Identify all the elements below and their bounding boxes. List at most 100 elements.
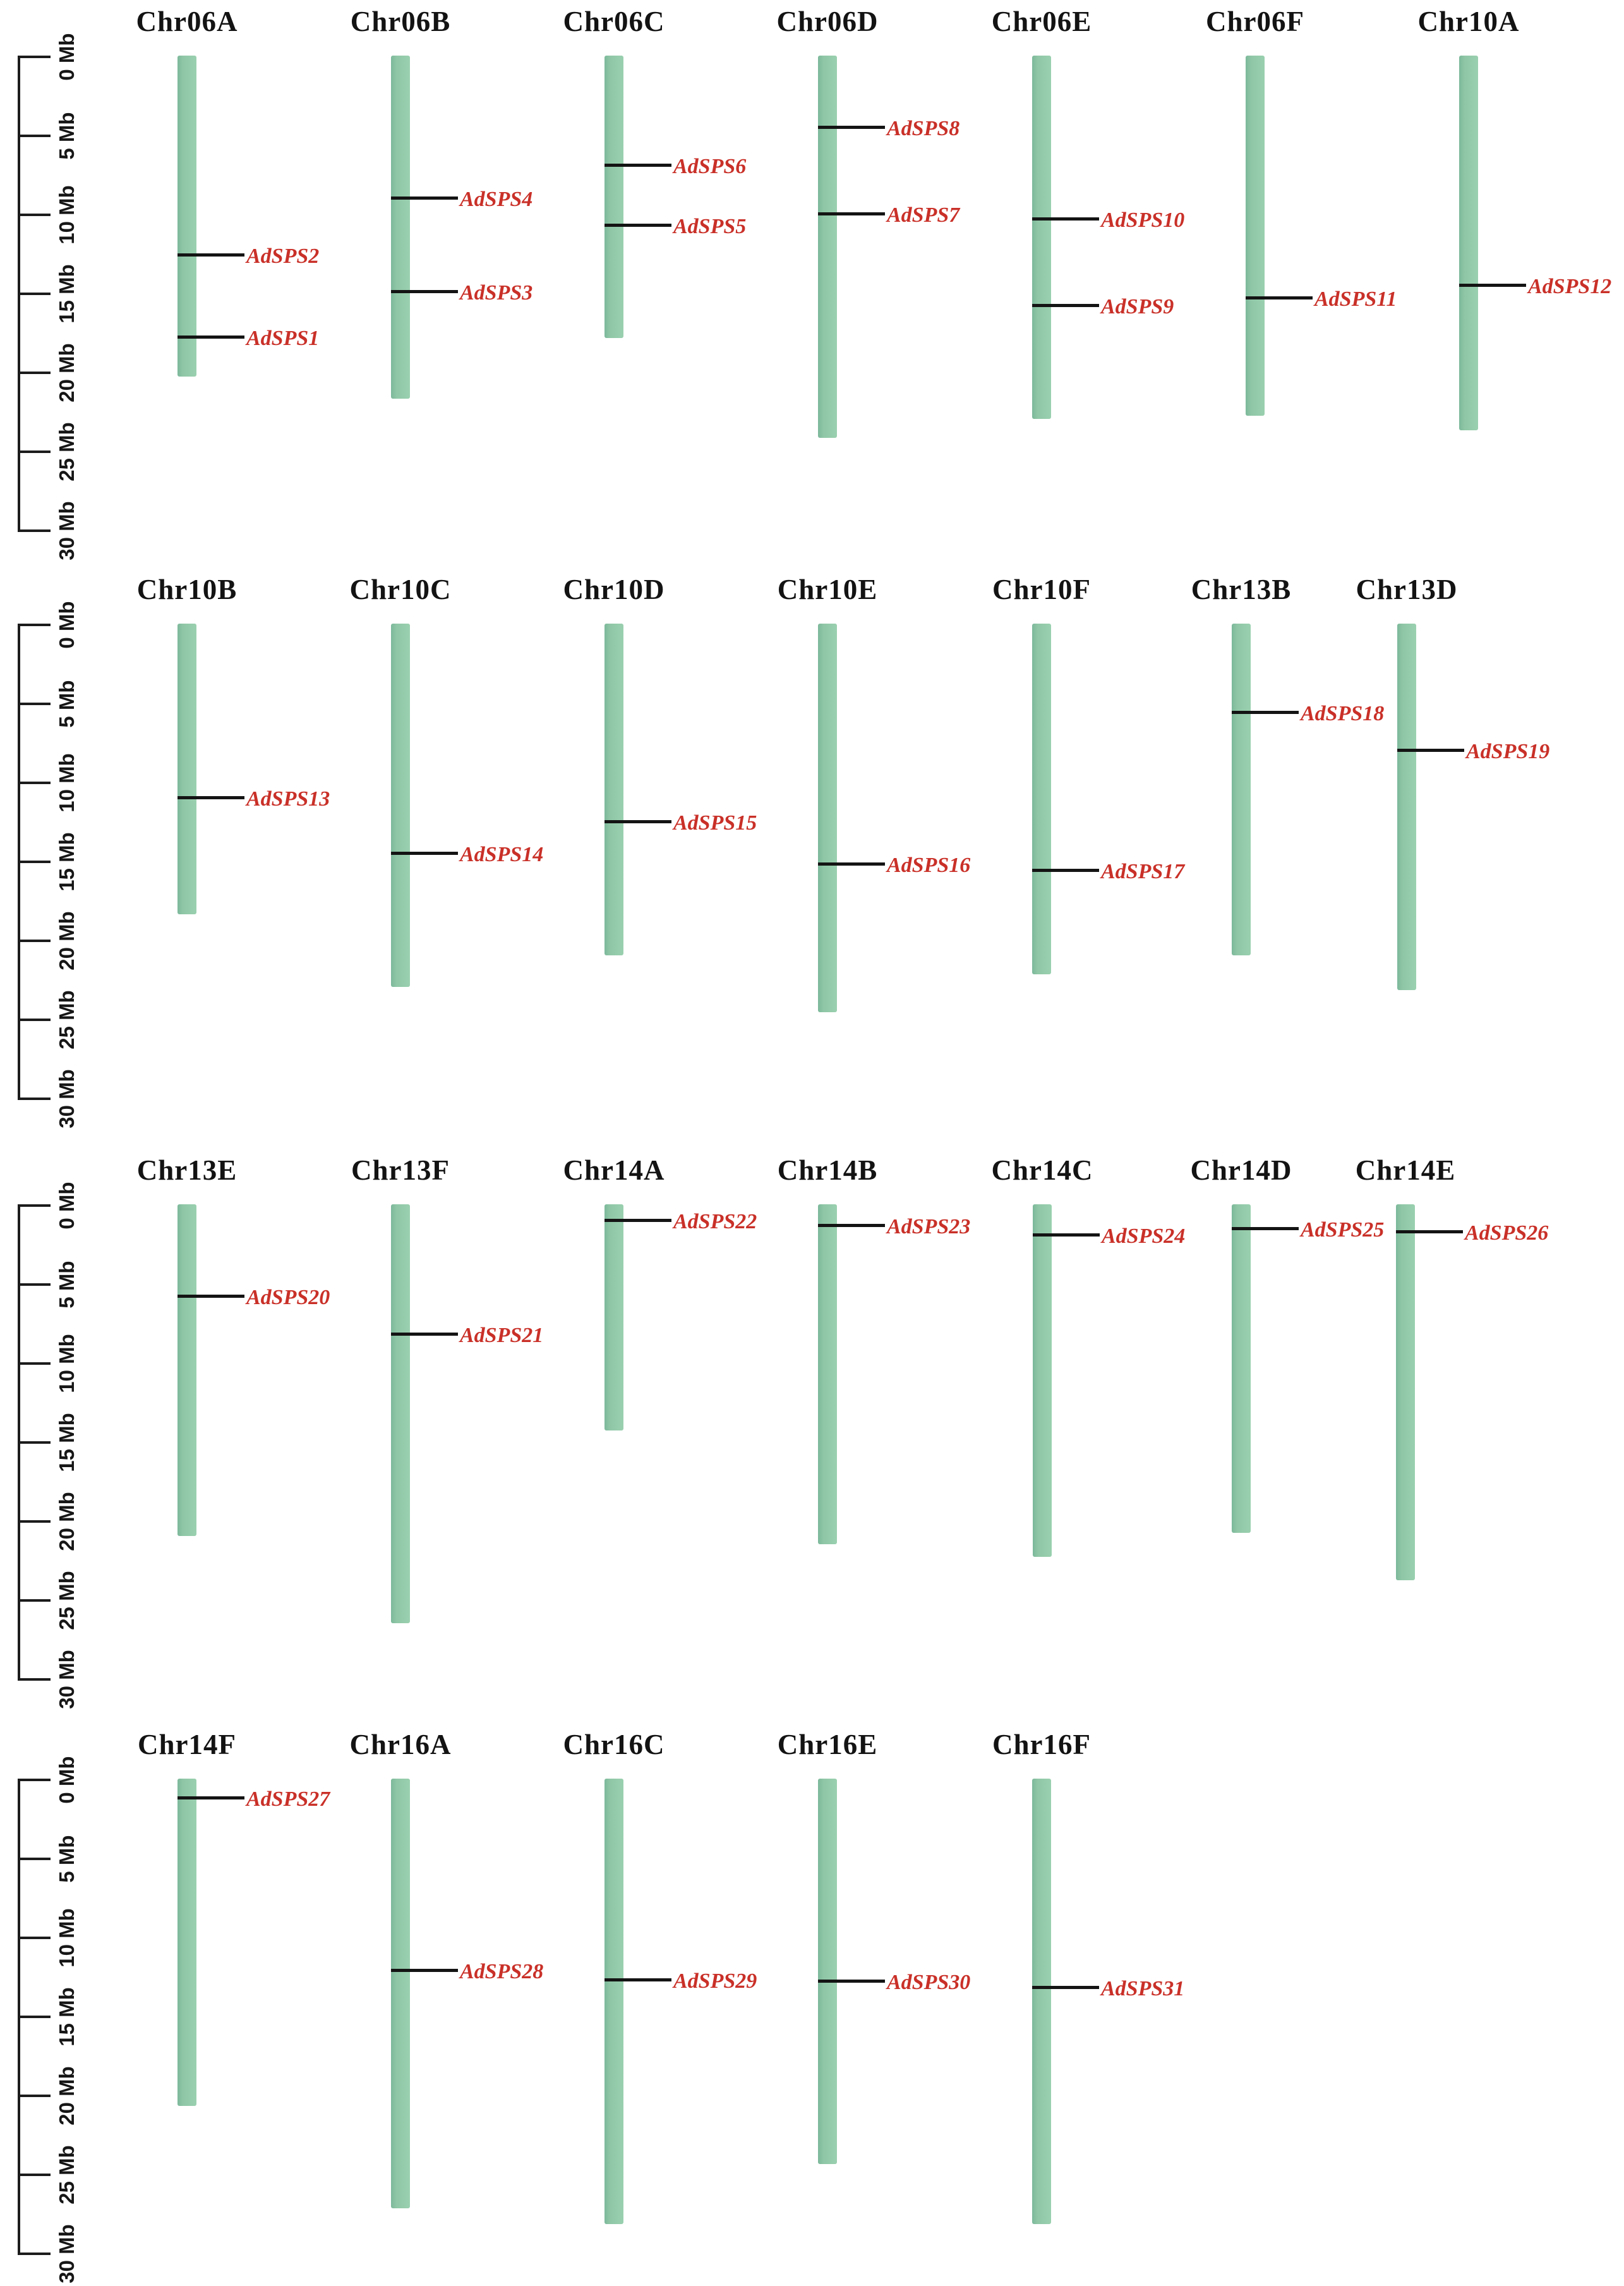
ruler-tick-mark bbox=[18, 1678, 51, 1681]
gene-position-line bbox=[177, 253, 244, 257]
ruler-tick-label: 15 Mb bbox=[55, 1413, 78, 1472]
chromosome-title: Chr16C bbox=[563, 1729, 665, 1760]
gene-position-line bbox=[604, 1978, 671, 1981]
chromosome-title: Chr10F bbox=[992, 574, 1091, 605]
chromosome-bar bbox=[818, 1204, 837, 1544]
gene-position-line bbox=[391, 852, 458, 855]
chromosome-bar bbox=[1232, 1204, 1251, 1533]
gene-label: AdSPS31 bbox=[1101, 1977, 1185, 2000]
ruler-tick-mark bbox=[18, 2253, 51, 2255]
gene-label: AdSPS11 bbox=[1314, 287, 1397, 311]
chromosome-bar bbox=[1397, 624, 1416, 990]
gene-position-line bbox=[1232, 711, 1299, 714]
chromosome-title: Chr06D bbox=[776, 6, 879, 37]
gene-label: AdSPS13 bbox=[246, 787, 330, 811]
gene-label: AdSPS4 bbox=[460, 188, 533, 211]
ruler-tick-mark bbox=[18, 1204, 51, 1207]
gene-label: AdSPS24 bbox=[1102, 1225, 1186, 1248]
gene-position-line bbox=[177, 1796, 244, 1799]
gene-position-line bbox=[1032, 869, 1099, 872]
gene-label: AdSPS8 bbox=[887, 117, 960, 140]
gene-position-line bbox=[604, 224, 671, 227]
gene-position-line bbox=[604, 164, 671, 167]
chromosome-title: Chr06E bbox=[991, 6, 1092, 37]
gene-label: AdSPS5 bbox=[673, 215, 747, 238]
gene-position-line bbox=[818, 126, 885, 129]
gene-position-line bbox=[1032, 217, 1099, 221]
chromosome-title: Chr10A bbox=[1417, 6, 1520, 37]
gene-position-line bbox=[391, 1969, 458, 1972]
ruler-tick-label: 25 Mb bbox=[55, 990, 78, 1049]
ruler-tick-mark bbox=[18, 1858, 51, 1860]
chromosome-title: Chr13B bbox=[1191, 574, 1292, 605]
chromosome-bar bbox=[391, 1779, 410, 2208]
ruler-tick-mark bbox=[18, 2174, 51, 2176]
ruler-tick-label: 0 Mb bbox=[55, 1182, 78, 1230]
chromosome-bar bbox=[391, 1204, 410, 1623]
chromosome-title: Chr06F bbox=[1206, 6, 1304, 37]
gene-position-line bbox=[1397, 749, 1464, 752]
gene-label: AdSPS18 bbox=[1301, 702, 1385, 725]
ruler-tick-mark bbox=[18, 56, 51, 58]
gene-label: AdSPS10 bbox=[1101, 209, 1185, 232]
ruler-tick-mark bbox=[18, 372, 51, 374]
chromosome-title: Chr16A bbox=[349, 1729, 452, 1760]
chromosome-title: Chr06B bbox=[350, 6, 451, 37]
gene-position-line bbox=[391, 290, 458, 293]
chromosome-bar bbox=[391, 56, 410, 399]
chromosome-title: Chr10D bbox=[563, 574, 665, 605]
gene-label: AdSPS26 bbox=[1465, 1221, 1549, 1245]
gene-position-line bbox=[1032, 1986, 1099, 1989]
ruler-tick-mark bbox=[18, 529, 51, 532]
chromosome-title: Chr16F bbox=[992, 1729, 1091, 1760]
ruler-tick-label: 10 Mb bbox=[55, 1908, 78, 1968]
ruler-tick-mark bbox=[18, 1283, 51, 1286]
chromosome-bar bbox=[818, 624, 837, 1012]
chromosome-bar bbox=[604, 1779, 623, 2224]
ruler-tick-mark bbox=[18, 861, 51, 863]
ruler-tick-label: 25 Mb bbox=[55, 2145, 78, 2204]
ruler-tick-label: 15 Mb bbox=[55, 264, 78, 324]
ruler-tick-label: 20 Mb bbox=[55, 1492, 78, 1551]
chromosome-bar bbox=[391, 624, 410, 987]
ruler-tick-label: 30 Mb bbox=[55, 2224, 78, 2283]
ruler-tick-mark bbox=[18, 1362, 51, 1365]
gene-position-line bbox=[818, 1224, 885, 1227]
gene-position-line bbox=[604, 820, 671, 823]
gene-position-line bbox=[1033, 1233, 1100, 1237]
chromosome-bar bbox=[1232, 624, 1251, 955]
chromosome-bar bbox=[1032, 56, 1051, 419]
chromosome-bar bbox=[604, 56, 623, 338]
ruler-tick-label: 10 Mb bbox=[55, 1334, 78, 1393]
ruler-tick-mark bbox=[18, 1599, 51, 1602]
ruler-tick-mark bbox=[18, 1098, 51, 1100]
chromosome-title: Chr14D bbox=[1190, 1154, 1292, 1186]
ruler-tick-label: 10 Mb bbox=[55, 753, 78, 813]
chromosome-bar bbox=[177, 56, 196, 377]
gene-position-line bbox=[1232, 1227, 1299, 1230]
ruler-tick-label: 25 Mb bbox=[55, 1571, 78, 1630]
chromosome-title: Chr13D bbox=[1356, 574, 1458, 605]
ruler-tick-label: 25 Mb bbox=[55, 422, 78, 481]
chromosome-bar bbox=[1033, 1204, 1052, 1557]
gene-label: AdSPS22 bbox=[673, 1210, 757, 1233]
gene-label: AdSPS2 bbox=[246, 245, 320, 268]
chromosome-title: Chr06C bbox=[563, 6, 665, 37]
gene-label: AdSPS20 bbox=[246, 1286, 330, 1309]
ruler-tick-label: 10 Mb bbox=[55, 185, 78, 245]
ruler-tick-label: 0 Mb bbox=[55, 601, 78, 649]
ruler-tick-label: 0 Mb bbox=[55, 33, 78, 81]
gene-position-line bbox=[604, 1219, 671, 1222]
ruler-tick-label: 5 Mb bbox=[55, 1261, 78, 1309]
gene-label: AdSPS28 bbox=[460, 1960, 544, 1983]
chromosome-title: Chr14A bbox=[563, 1154, 665, 1186]
ruler-tick-label: 30 Mb bbox=[55, 1650, 78, 1709]
gene-position-line bbox=[1459, 284, 1526, 287]
chromosome-bar bbox=[818, 56, 837, 438]
gene-position-line bbox=[177, 1295, 244, 1298]
gene-label: AdSPS23 bbox=[887, 1215, 971, 1238]
gene-position-line bbox=[1032, 304, 1099, 307]
chromosome-title: Chr14F bbox=[138, 1729, 236, 1760]
chromosome-title: Chr14C bbox=[991, 1154, 1093, 1186]
chromosome-title: Chr14B bbox=[777, 1154, 878, 1186]
